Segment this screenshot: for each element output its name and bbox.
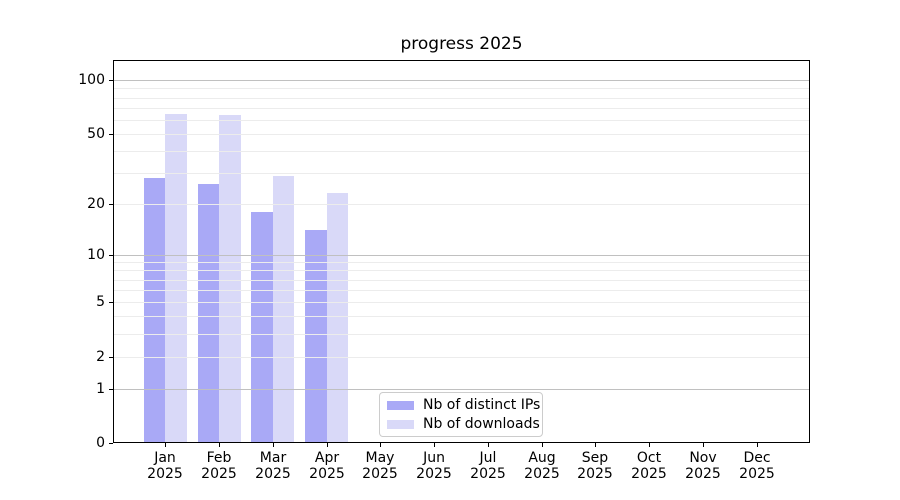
legend-label-downloads: Nb of downloads: [423, 416, 540, 432]
x-tick-mark: [595, 443, 596, 447]
gridline-major: [113, 389, 810, 390]
x-tick-label: Jun 2025: [416, 450, 452, 482]
gridline-minor: [113, 173, 810, 174]
x-tick-mark: [757, 443, 758, 447]
x-tick-label: Nov 2025: [685, 450, 721, 482]
y-tick-label: 10: [87, 247, 105, 263]
y-tick-mark: [109, 204, 113, 205]
x-tick-label: Apr 2025: [309, 450, 345, 482]
y-tick-mark: [109, 302, 113, 303]
legend-swatch-distinct-ips: [387, 400, 414, 410]
gridline-minor: [113, 88, 810, 89]
gridline-minor: [113, 151, 810, 152]
gridline-major: [113, 255, 810, 256]
x-tick-label: Sep 2025: [577, 450, 613, 482]
y-tick-mark: [109, 134, 113, 135]
y-tick-mark: [109, 389, 113, 390]
y-tick-label: 50: [87, 126, 105, 142]
bar-downloads: [219, 114, 241, 443]
legend: Nb of distinct IPs Nb of downloads: [379, 392, 543, 437]
gridline-minor: [113, 108, 810, 109]
bar-distinct-ips: [251, 211, 273, 443]
bar-downloads: [272, 175, 295, 443]
gridline-minor: [113, 262, 810, 263]
y-tick-label: 1: [96, 381, 105, 397]
gridline-minor: [113, 204, 810, 205]
gridline-major: [113, 80, 810, 81]
x-tick-mark: [542, 443, 543, 447]
y-tick-mark: [109, 443, 113, 444]
y-tick-mark: [109, 80, 113, 81]
bar-downloads: [165, 113, 187, 443]
legend-entry-distinct-ips: Nb of distinct IPs: [387, 397, 540, 413]
y-tick-mark: [109, 255, 113, 256]
y-tick-label: 0: [96, 435, 105, 451]
y-tick-label: 2: [96, 349, 105, 365]
x-tick-mark: [434, 443, 435, 447]
gridline-minor: [113, 302, 810, 303]
x-tick-label: Dec 2025: [739, 450, 775, 482]
x-tick-mark: [649, 443, 650, 447]
y-tick-label: 5: [96, 294, 105, 310]
y-tick-mark: [109, 357, 113, 358]
legend-label-distinct-ips: Nb of distinct IPs: [423, 397, 541, 413]
bar-distinct-ips: [143, 178, 166, 443]
x-tick-mark: [380, 443, 381, 447]
x-tick-mark: [165, 443, 166, 447]
gridline-minor: [113, 98, 810, 99]
gridline-minor: [113, 334, 810, 335]
x-tick-label: Oct 2025: [631, 450, 667, 482]
gridline-minor: [113, 316, 810, 317]
y-tick-label: 20: [87, 196, 105, 212]
x-tick-label: Mar 2025: [255, 450, 291, 482]
x-tick-label: Jul 2025: [470, 450, 506, 482]
x-tick-mark: [703, 443, 704, 447]
bar-downloads: [326, 193, 349, 443]
gridline-minor: [113, 134, 810, 135]
gridline-minor: [113, 280, 810, 281]
x-tick-label: Aug 2025: [524, 450, 560, 482]
x-tick-mark: [273, 443, 274, 447]
gridline-minor: [113, 270, 810, 271]
gridline-minor: [113, 120, 810, 121]
chart-title: progress 2025: [400, 34, 523, 54]
gridline-minor: [113, 290, 810, 291]
x-tick-label: Jan 2025: [147, 450, 183, 482]
bar-distinct-ips: [197, 183, 220, 443]
x-tick-label: Feb 2025: [201, 450, 237, 482]
x-tick-mark: [219, 443, 220, 447]
x-tick-mark: [488, 443, 489, 447]
x-tick-mark: [327, 443, 328, 447]
x-tick-label: May 2025: [362, 450, 398, 482]
legend-swatch-downloads: [387, 419, 414, 429]
legend-entry-downloads: Nb of downloads: [387, 416, 540, 432]
gridline-minor: [113, 357, 810, 358]
y-tick-label: 100: [78, 72, 105, 88]
